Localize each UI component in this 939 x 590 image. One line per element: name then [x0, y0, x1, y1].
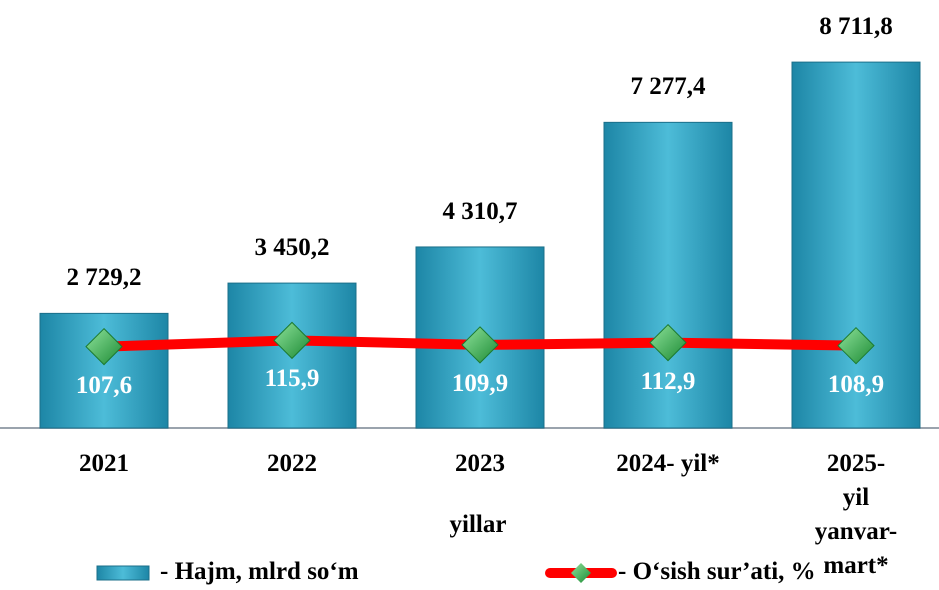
line-value-label: 108,9 — [827, 370, 885, 398]
bar-value-label: 3 450,2 — [254, 234, 330, 262]
bar-value-label: 2 729,2 — [66, 264, 142, 292]
line-value-label: 112,9 — [640, 367, 696, 395]
marker — [649, 323, 687, 362]
marker — [85, 327, 123, 366]
x-tick-label: 2021 — [79, 450, 129, 477]
marker — [461, 326, 499, 364]
legend-label: - O‘sish sur’ati, % — [618, 558, 816, 585]
marker — [837, 326, 875, 365]
bar — [791, 61, 921, 429]
bar-value-label: 4 310,7 — [442, 197, 518, 225]
x-tick-label: 2024- yil* — [616, 450, 720, 477]
x-axis-label: yillar — [449, 511, 507, 538]
line-value-label: 107,6 — [75, 371, 133, 399]
legend-swatch-bar — [96, 565, 150, 581]
x-tick-label: 2023 — [455, 450, 505, 477]
x-tick-label: 2022 — [267, 450, 317, 477]
marker — [273, 321, 311, 360]
legend-label: - Hajm, mlrd so‘m — [160, 558, 359, 585]
x-tick-label: 2025- yil yanvar- mart* — [814, 450, 898, 579]
bar-value-label: 8 711,8 — [819, 13, 893, 41]
line-value-label: 115,9 — [264, 365, 320, 393]
line-value-label: 109,9 — [451, 369, 509, 397]
bar-value-label: 7 277,4 — [630, 73, 706, 101]
bar — [603, 121, 733, 429]
legend-swatch-marker — [571, 563, 591, 583]
